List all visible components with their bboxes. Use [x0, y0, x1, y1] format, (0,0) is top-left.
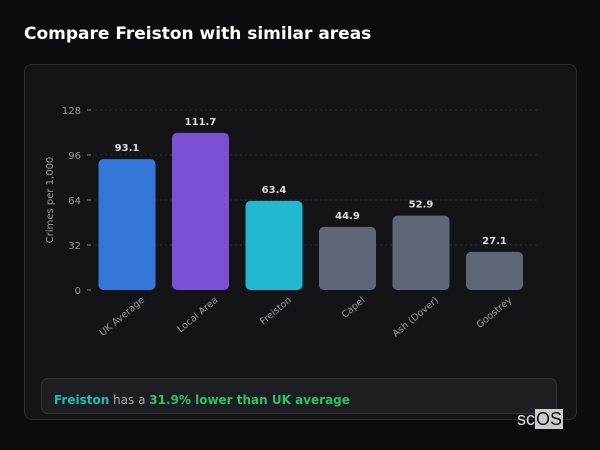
data-label: 63.4: [262, 185, 287, 196]
page-title: Compare Freiston with similar areas: [24, 24, 372, 44]
data-label: 27.1: [482, 236, 507, 247]
bar-ash-dover-: [392, 215, 450, 290]
y-tick-label: 32: [68, 241, 81, 252]
data-label: 93.1: [115, 143, 140, 154]
summary-box: Freiston has a 31.9% lower than UK avera…: [41, 378, 557, 414]
bar-local-area: [172, 132, 229, 290]
summary-highlight: 31.9% lower than UK average: [149, 393, 350, 407]
bar-goostrey: [466, 251, 523, 290]
x-tick-label: Goostrey: [475, 295, 515, 331]
y-tick-label: 96: [68, 151, 81, 162]
x-tick-label: Local Area: [175, 295, 220, 335]
bar-capel: [319, 226, 376, 290]
y-tick-label: 128: [62, 106, 81, 117]
data-label: 111.7: [185, 117, 217, 128]
data-label: 44.9: [335, 211, 360, 222]
x-tick-label: UK Average: [98, 295, 147, 339]
bar-uk-average: [98, 159, 156, 290]
y-tick-label: 64: [68, 196, 81, 207]
summary-place: Freiston: [54, 393, 110, 407]
x-tick-label: Freiston: [258, 295, 294, 328]
data-label: 52.9: [409, 200, 434, 211]
x-tick-label: Ash (Dover): [391, 295, 441, 340]
scos-logo: scOS: [517, 409, 564, 429]
y-tick-label: 0: [75, 286, 81, 297]
bar-freiston: [245, 200, 303, 290]
y-axis-label: Crimes per 1,000: [45, 157, 56, 244]
x-tick-label: Capel: [340, 295, 368, 321]
summary-text: has a: [109, 393, 150, 407]
